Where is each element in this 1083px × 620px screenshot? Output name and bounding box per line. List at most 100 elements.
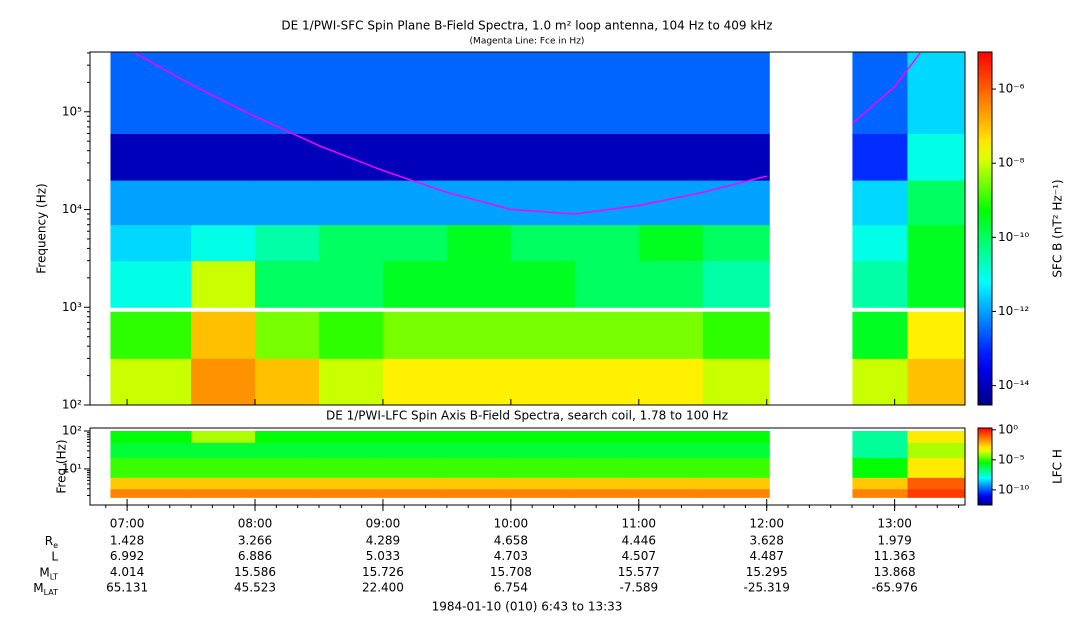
heat-cell	[446, 358, 512, 406]
heat-cell	[702, 358, 770, 406]
heat-cell	[510, 358, 576, 406]
ephemeris-value: 4.507	[622, 549, 656, 563]
heat-cell	[852, 431, 908, 443]
ephemeris-value: 15.577	[618, 565, 660, 579]
heat-cell	[510, 52, 576, 134]
heat-cell	[907, 260, 966, 308]
y-tick-label: 10³	[62, 300, 82, 314]
heat-cell	[318, 442, 384, 459]
heat-cell	[318, 358, 384, 406]
heat-cell	[318, 260, 384, 308]
ephemeris-value: 15.708	[490, 565, 532, 579]
heat-cell	[382, 358, 448, 406]
ephemeris-label-main: L	[51, 549, 58, 563]
heat-cell	[907, 442, 966, 459]
heat-cell	[382, 431, 448, 443]
heat-cell	[191, 52, 256, 134]
heat-cell	[318, 477, 384, 490]
ephemeris-value: 6.754	[494, 581, 528, 595]
heat-cell	[318, 431, 384, 443]
heat-cell	[191, 224, 256, 262]
heat-cell	[255, 358, 320, 406]
heat-cell	[191, 260, 256, 308]
heat-cell	[907, 477, 966, 490]
ephemeris-label-main: R	[45, 534, 53, 548]
y-tick-label: 10⁵	[62, 104, 82, 118]
heat-cell	[702, 260, 770, 308]
y-tick-label: 10¹	[62, 461, 82, 475]
heat-cell	[638, 133, 704, 181]
colorbar-tick-label: 10⁻¹⁰	[998, 482, 1029, 496]
heat-cell	[110, 488, 192, 498]
heat-cell	[907, 133, 966, 181]
heat-cell	[907, 431, 966, 443]
heat-cell	[110, 52, 192, 134]
plot-frame	[89, 51, 966, 406]
heat-cell	[702, 457, 770, 478]
ephemeris-value: 65.131	[106, 581, 148, 595]
heat-cell	[574, 52, 640, 134]
heat-cell	[638, 180, 704, 226]
heat-cell	[446, 133, 512, 181]
heat-cell	[255, 488, 320, 498]
heat-cell	[574, 224, 640, 262]
heat-cell	[446, 442, 512, 459]
ephemeris-label-main: M	[33, 581, 43, 595]
heat-cell	[852, 457, 908, 478]
heat-cell	[907, 488, 966, 498]
colorbar-tick-label: 10⁻⁸	[998, 156, 1025, 170]
x-tick-label: 09:00	[366, 517, 401, 531]
x-tick-label: 13:00	[877, 517, 912, 531]
heat-cell	[638, 358, 704, 406]
heat-cell	[382, 52, 448, 134]
ephemeris-label-sub: LAT	[44, 588, 58, 597]
ephemeris-label-sub: e	[53, 541, 58, 550]
heat-cell	[852, 133, 908, 181]
heat-cell	[255, 260, 320, 308]
heat-cell	[318, 133, 384, 181]
heat-cell	[382, 133, 448, 181]
heat-cell	[702, 133, 770, 181]
ephemeris-value: 13.868	[874, 565, 916, 579]
heat-cell	[255, 224, 320, 262]
heat-cell	[382, 224, 448, 262]
ephemeris-value: 1.428	[110, 534, 144, 548]
ephemeris-value: 4.658	[494, 534, 528, 548]
colorbar-tick-label: 10⁻¹⁴	[998, 378, 1029, 392]
ephemeris-value: 15.726	[362, 565, 404, 579]
heat-cell	[702, 52, 770, 134]
ephemeris-value: 3.266	[238, 534, 272, 548]
ephemeris-value: 4.703	[494, 549, 528, 563]
heat-cell	[852, 358, 908, 406]
heat-cell	[318, 457, 384, 478]
heat-cell	[574, 311, 640, 359]
heat-cell	[852, 488, 908, 498]
ephemeris-value: 4.487	[750, 549, 784, 563]
heat-cell	[191, 442, 256, 459]
heat-cell	[382, 477, 448, 490]
ephemeris-value: 5.033	[366, 549, 400, 563]
heat-cell	[110, 442, 192, 459]
heat-cell	[110, 260, 192, 308]
heat-cell	[574, 260, 640, 308]
heat-cell	[382, 457, 448, 478]
heat-cell	[510, 457, 576, 478]
ephemeris-label: MLAT	[33, 581, 58, 597]
heat-cell	[638, 52, 704, 134]
panel-title: DE 1/PWI-LFC Spin Axis B-Field Spectra, …	[326, 409, 728, 423]
colorbar-tick-label: 10⁻⁶	[998, 82, 1025, 96]
y-axis-label: Freq (Hz)	[55, 439, 69, 493]
heat-cell	[852, 180, 908, 226]
ephemeris-value: 4.446	[622, 534, 656, 548]
y-tick-label: 10²	[62, 398, 82, 412]
ephemeris-label: Re	[45, 534, 58, 550]
heat-cell	[574, 133, 640, 181]
heat-cell	[574, 457, 640, 478]
heat-cell	[255, 431, 320, 443]
heat-cell	[574, 358, 640, 406]
colorbar-tick-label: 10⁰	[998, 422, 1018, 436]
heat-cell	[907, 457, 966, 478]
ephemeris-value: -7.589	[619, 581, 658, 595]
heat-cell	[907, 358, 966, 406]
